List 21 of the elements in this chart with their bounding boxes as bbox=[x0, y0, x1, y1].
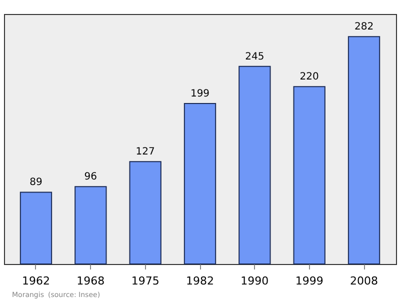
bar bbox=[348, 36, 380, 264]
data-label: 96 bbox=[84, 172, 98, 183]
x-tick-label: 1982 bbox=[186, 274, 214, 288]
data-label: 220 bbox=[300, 72, 319, 83]
data-label: 89 bbox=[30, 177, 42, 188]
x-tick-label: 1975 bbox=[131, 274, 160, 288]
x-tick-label: 2008 bbox=[350, 274, 378, 288]
bar bbox=[20, 192, 52, 264]
x-tick-label: 1999 bbox=[295, 274, 324, 288]
x-tick-label: 1962 bbox=[22, 274, 50, 288]
data-label: 127 bbox=[136, 146, 155, 158]
bar bbox=[184, 103, 216, 264]
bar bbox=[74, 186, 107, 264]
data-label: 245 bbox=[245, 51, 264, 62]
bar bbox=[293, 86, 326, 264]
bar bbox=[238, 66, 271, 264]
data-label: 199 bbox=[190, 88, 210, 100]
bar bbox=[129, 161, 162, 264]
x-tick-label: 1990 bbox=[240, 274, 269, 288]
x-tick-label: 1968 bbox=[76, 274, 105, 288]
data-label: 282 bbox=[354, 22, 374, 33]
